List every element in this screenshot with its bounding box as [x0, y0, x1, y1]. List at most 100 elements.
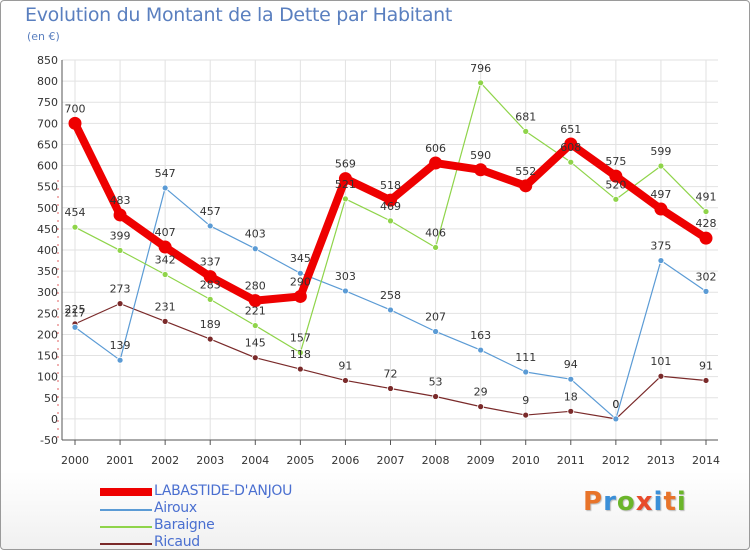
data-point-baraigne — [206, 295, 214, 303]
data-label-baraigne: 599 — [650, 145, 671, 158]
data-point-ricaud — [567, 407, 575, 415]
data-label-labastide: 552 — [515, 165, 536, 178]
data-point-labastide — [474, 163, 488, 177]
data-label-labastide: 651 — [560, 123, 581, 136]
legend-swatch-ricaud — [100, 543, 152, 545]
y-tick-label: 400 — [37, 244, 58, 257]
x-tick-label: 2003 — [196, 454, 224, 467]
data-point-airoux — [251, 245, 259, 253]
legend-swatch-baraigne — [100, 526, 152, 528]
data-label-labastide: 518 — [380, 179, 401, 192]
data-label-airoux: 111 — [515, 351, 536, 364]
data-label-airoux: 457 — [200, 205, 221, 218]
data-point-ricaud — [251, 354, 259, 362]
data-label-ricaud: 9 — [522, 394, 529, 407]
y-tick-label: 200 — [37, 328, 58, 341]
data-label-labastide: 483 — [110, 194, 131, 207]
data-label-baraigne: 681 — [515, 110, 536, 123]
data-point-ricaud — [432, 393, 439, 400]
data-point-baraigne — [432, 244, 439, 251]
data-point-labastide — [384, 193, 397, 207]
data-point-baraigne — [477, 79, 485, 87]
data-label-airoux: 345 — [290, 252, 311, 265]
data-label-labastide: 700 — [65, 102, 86, 115]
data-label-airoux: 375 — [650, 240, 671, 253]
data-label-ricaud: 18 — [564, 390, 578, 403]
data-label-baraigne: 796 — [470, 62, 491, 75]
y-tick-label: 600 — [37, 160, 58, 173]
data-point-airoux — [71, 323, 79, 331]
data-point-labastide — [158, 240, 172, 254]
series-lines — [68, 79, 713, 423]
data-point-airoux — [702, 287, 710, 295]
x-tick-label: 2000 — [61, 454, 89, 467]
data-label-airoux: 207 — [425, 310, 446, 323]
logo-letter: r — [603, 487, 617, 517]
y-tick-label: 450 — [37, 223, 58, 236]
data-point-labastide — [338, 172, 352, 186]
data-label-airoux: 217 — [65, 306, 86, 319]
data-point-airoux — [161, 184, 169, 192]
data-point-labastide — [519, 179, 533, 193]
logo-letter: x — [635, 487, 654, 517]
chart-subtitle: (en €) — [27, 30, 60, 43]
y-tick-label: 300 — [37, 286, 58, 299]
data-point-ricaud — [702, 377, 710, 384]
x-tick-label: 2008 — [422, 454, 450, 467]
x-tick-label: 2005 — [286, 454, 314, 467]
y-tick-label: 350 — [37, 265, 58, 278]
data-label-baraigne: 283 — [200, 278, 221, 291]
legend-label-airoux: Airoux — [154, 500, 197, 516]
data-point-ricaud — [161, 317, 169, 325]
data-label-airoux: 0 — [612, 398, 619, 411]
data-label-baraigne: 469 — [380, 200, 401, 213]
data-label-ricaud: 29 — [474, 386, 488, 399]
y-tick-label: 750 — [37, 96, 58, 109]
data-label-ricaud: 145 — [245, 337, 266, 350]
x-tick-label: 2004 — [241, 454, 269, 467]
y-tick-label: 0 — [51, 413, 58, 426]
data-point-airoux — [657, 257, 665, 264]
logo-letter: i — [653, 487, 664, 517]
data-label-labastide: 337 — [200, 256, 221, 269]
y-tick-label: 500 — [37, 202, 58, 215]
data-label-airoux: 302 — [696, 270, 717, 283]
data-label-labastide: 575 — [605, 155, 626, 168]
logo-letter: i — [676, 487, 687, 517]
data-label-labastide: 606 — [425, 142, 446, 155]
data-point-ricaud — [477, 403, 485, 411]
data-label-ricaud: 0 — [612, 398, 619, 411]
data-label-ricaud: 72 — [384, 367, 398, 380]
data-label-baraigne: 157 — [290, 332, 311, 345]
data-label-labastide: 280 — [245, 280, 266, 293]
data-point-baraigne — [71, 223, 79, 231]
data-point-baraigne — [342, 195, 349, 203]
data-point-airoux — [206, 222, 214, 230]
data-point-airoux — [522, 368, 530, 376]
data-label-baraigne: 521 — [335, 178, 356, 191]
data-point-airoux — [342, 287, 349, 295]
data-label-airoux: 403 — [245, 228, 266, 241]
data-label-labastide: 428 — [696, 217, 717, 230]
data-label-baraigne: 454 — [65, 206, 86, 219]
data-label-baraigne: 608 — [560, 141, 581, 154]
y-tick-label: 50 — [44, 392, 58, 405]
data-label-airoux: 303 — [335, 270, 356, 283]
data-point-airoux — [612, 415, 620, 423]
data-label-airoux: 258 — [380, 289, 401, 302]
grid — [62, 59, 718, 441]
data-label-labastide: 569 — [335, 158, 356, 171]
chart-title: Evolution du Montant de la Dette par Hab… — [25, 4, 453, 26]
data-point-baraigne — [116, 247, 124, 254]
x-tick-label: 2002 — [151, 454, 179, 467]
y-tick-label: 700 — [37, 117, 58, 130]
y-tick-label: 550 — [37, 181, 58, 194]
data-label-ricaud: 53 — [429, 376, 443, 389]
data-point-baraigne — [387, 217, 394, 225]
data-point-labastide — [68, 116, 82, 130]
proxiti-logo: Proxiti — [583, 487, 687, 517]
data-label-airoux: 163 — [470, 329, 491, 342]
data-point-airoux — [116, 356, 124, 364]
